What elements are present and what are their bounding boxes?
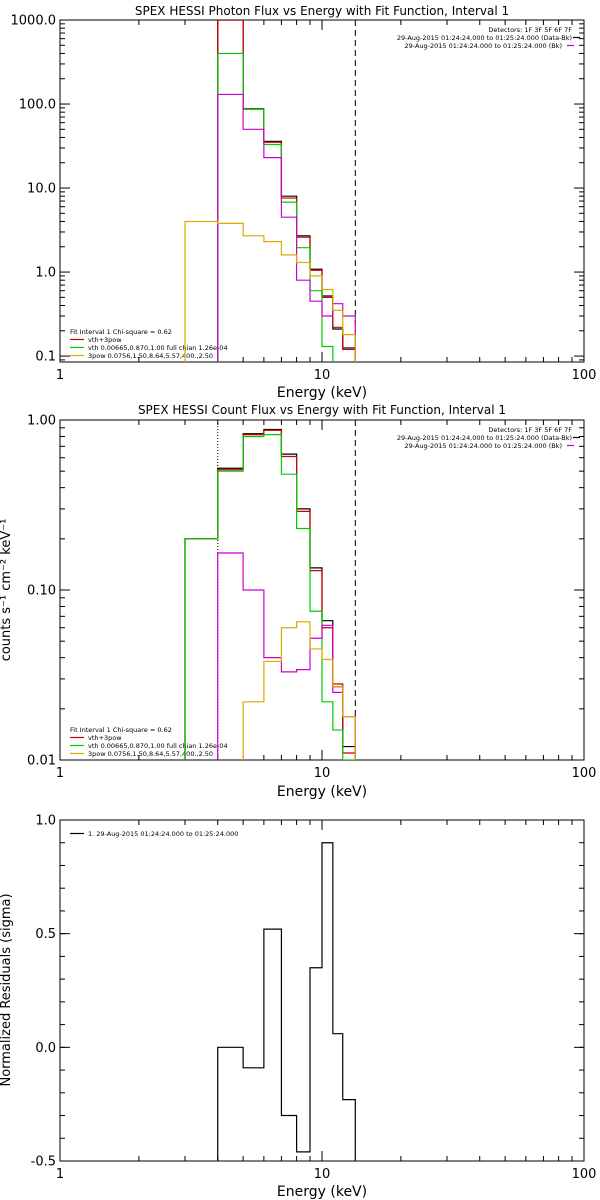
count-flux-x-ticks: 1 10 100	[56, 420, 597, 781]
residuals-legend-entry: 1. 29-Aug-2015 01:24:24.000 to 01:25:24.…	[88, 830, 238, 838]
photon-flux-y-tick-label: 0.1	[35, 350, 56, 365]
photon-flux-info-line: Detectors: 1F 3F 5F 6F 7F	[488, 26, 572, 34]
count-flux-series-3-step-line	[217, 552, 356, 760]
residuals-y-tick-label: 1.0	[35, 814, 56, 829]
count-flux-y-tick-label: 0.01	[27, 754, 56, 769]
count-flux-x-tick-label: 1	[56, 766, 64, 781]
residuals-y-ticks: -0.5 0.0 0.5 1.0	[31, 814, 584, 1170]
count-flux-y-axis-label: counts s⁻¹ cm⁻² keV⁻¹	[0, 519, 14, 662]
residuals-x-tick-label: 100	[572, 1167, 597, 1182]
residuals-series-0-step-line	[217, 842, 356, 1161]
count-flux-y-ticks: 0.01 0.10 1.00	[27, 414, 584, 769]
photon-flux-info-line: 29-Aug-2015 01:24:24.000 to 01:25:24.000…	[405, 42, 562, 50]
residuals-y-tick-label: -0.5	[31, 1155, 56, 1170]
photon-flux-x-tick-label: 100	[572, 368, 597, 383]
photon-flux-data	[184, 20, 356, 362]
photon-flux-series-4-step-line	[184, 220, 356, 362]
photon-flux-series-2-step-line	[217, 52, 334, 362]
photon-flux-legend-entry: vth+3pow	[88, 336, 122, 344]
count-flux-y-tick-label: 1.00	[27, 414, 56, 429]
residuals-data	[217, 842, 356, 1161]
count-flux-x-tick-label: 100	[572, 766, 597, 781]
residuals-y-tick-label: 0.0	[35, 1041, 56, 1056]
photon-flux-y-ticks: 0.1 1.0 10.0 100.0 1000.0	[11, 14, 584, 365]
photon-flux-x-axis-label: Energy (keV)	[277, 385, 367, 401]
count-flux-info-line: 29-Aug-2015 01:24:24.000 to 01:25:24.000…	[405, 442, 562, 450]
residuals-y-tick-label: 0.5	[35, 927, 56, 942]
residuals-y-axis-label: Normalized Residuals (sigma)	[0, 893, 14, 1086]
photon-flux-y-tick-label: 1.0	[35, 266, 56, 281]
count-flux-x-tick-label: 10	[314, 766, 331, 781]
residuals-x-axis-label: Energy (keV)	[277, 1184, 367, 1200]
count-flux-legend-entry: vth+3pow	[88, 734, 122, 742]
photon-flux-series-3-step-line	[217, 93, 356, 362]
photon-flux-y-tick-label: 10.0	[27, 182, 56, 197]
photon-flux-legend-header: Fit Interval 1 Chi-square = 0.62	[70, 328, 172, 336]
count-flux-series-0-step-line	[184, 428, 356, 760]
residuals-x-tick-label: 10	[314, 1167, 331, 1182]
photon-flux-y-tick-label: 1000.0	[11, 14, 57, 29]
residuals-x-tick-label: 1	[56, 1167, 64, 1182]
photon-flux-legend-entry: vth 0.00665,0.870,1.00 full chian 1.26e-…	[88, 344, 228, 352]
photon-flux-panel: SPEX HESSI Photon Flux vs Energy with Fi…	[11, 4, 597, 401]
photon-flux-legend-entry: 3pow 0.0756,1.50,8.64,5.57,400.,2.50	[88, 352, 213, 360]
photon-flux-series-1-step-line	[217, 20, 356, 362]
count-flux-series-2-step-line	[184, 434, 356, 760]
count-flux-info-line: 29-Aug-2015 01:24:24.000 to 01:25:24.000…	[397, 434, 572, 442]
photon-flux-info: Detectors: 1F 3F 5F 6F 7F 29-Aug-2015 01…	[397, 26, 580, 50]
count-flux-legend-entry: 3pow 0.0756,1.50,8.64,5.57,400.,2.50	[88, 750, 213, 758]
photon-flux-title: SPEX HESSI Photon Flux vs Energy with Fi…	[135, 4, 509, 18]
count-flux-x-axis-label: Energy (keV)	[277, 784, 367, 800]
photon-flux-y-tick-label: 100.0	[19, 98, 56, 113]
count-flux-panel: SPEX HESSI Count Flux vs Energy with Fit…	[0, 403, 596, 800]
photon-flux-legend: Fit Interval 1 Chi-square = 0.62 vth+3po…	[70, 328, 228, 360]
count-flux-series-4-step-line	[242, 621, 356, 760]
residuals-x-ticks: 1 10 100	[56, 820, 597, 1182]
photon-flux-info-line: 29-Aug-2015 01:24:24.000 to 01:25:24.000…	[397, 34, 572, 42]
residuals-panel: Normalized Residuals (sigma) Energy (keV…	[0, 814, 596, 1200]
count-flux-info-line: Detectors: 1F 3F 5F 6F 7F	[488, 426, 572, 434]
count-flux-data	[184, 420, 356, 760]
count-flux-series-1-step-line	[184, 429, 356, 760]
count-flux-title: SPEX HESSI Count Flux vs Energy with Fit…	[138, 403, 506, 417]
count-flux-legend-header: Fit Interval 1 Chi-square = 0.62	[70, 726, 172, 734]
photon-flux-series-0-step-line	[217, 20, 356, 362]
count-flux-legend: Fit Interval 1 Chi-square = 0.62 vth+3po…	[70, 726, 228, 758]
count-flux-y-tick-label: 0.10	[27, 584, 56, 599]
count-flux-legend-entry: vth 0.00665,0.870,1.00 full chian 1.26e-…	[88, 742, 228, 750]
residuals-legend: 1. 29-Aug-2015 01:24:24.000 to 01:25:24.…	[70, 830, 238, 838]
photon-flux-x-tick-label: 1	[56, 368, 64, 383]
photon-flux-x-tick-label: 10	[314, 368, 331, 383]
count-flux-info: Detectors: 1F 3F 5F 6F 7F 29-Aug-2015 01…	[397, 426, 580, 450]
